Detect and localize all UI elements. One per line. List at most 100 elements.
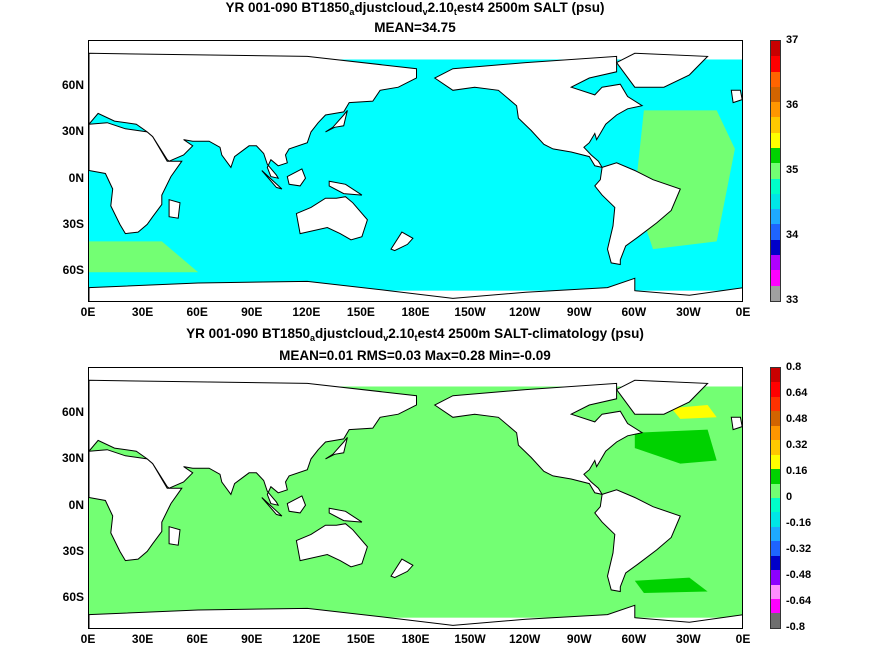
land-sumatra (261, 497, 283, 517)
colorbar-segment (771, 497, 780, 513)
land-newguinea (328, 507, 363, 523)
lat-label: 60S (62, 263, 84, 278)
lon-label: 30E (131, 305, 154, 319)
colorbar-segment (771, 224, 780, 240)
land-samerica (594, 489, 681, 593)
lat-label: 60N (61, 405, 84, 420)
lon-label: 120W (508, 632, 541, 646)
lat-label: 0N (68, 497, 84, 512)
southern-region (89, 241, 199, 273)
lon-label: 90W (566, 632, 592, 646)
lon-label: 150W (454, 305, 486, 319)
colorbar-segment (771, 163, 780, 179)
land-antarctica (89, 604, 742, 628)
colorbar-segment (771, 193, 780, 210)
colorbar-label: 33 (786, 294, 799, 306)
colorbar-segment (771, 599, 780, 614)
north-atlantic-anomaly (671, 405, 717, 419)
colorbar-segment (771, 382, 780, 397)
colorbar-label: 0.8 (786, 361, 802, 373)
colorbar-segment (771, 239, 780, 255)
land-borneo (286, 495, 307, 514)
colorbar-label: -0.32 (786, 543, 812, 555)
land-britain (730, 416, 742, 431)
colorbar-segment (771, 541, 780, 556)
map-canvas (89, 379, 742, 628)
lon-label: 0E (80, 305, 96, 319)
colorbar-segment (771, 570, 780, 585)
colorbar-segment (771, 209, 780, 225)
colorbar-segment (771, 483, 780, 498)
lon-label: 30W (676, 305, 701, 319)
colorbar-segment (771, 178, 780, 194)
land-britain (730, 89, 742, 104)
land-borneo (286, 168, 307, 187)
colorbar-label: 0.16 (786, 465, 808, 477)
colorbar-label: -0.8 (786, 621, 805, 633)
colorbar-label: 36 (786, 99, 799, 111)
lon-label: 60E (186, 305, 208, 319)
colorbar-segment (771, 56, 780, 72)
lon-label: 0E (735, 305, 751, 319)
land-namerica (433, 55, 644, 169)
lon-label: 60E (186, 632, 208, 646)
lat-label: 30S (62, 216, 84, 231)
lat-label: 30N (61, 451, 84, 466)
lon-label: 120E (292, 305, 321, 319)
colorbar-label: 0.32 (786, 439, 808, 451)
land-madagascar (168, 199, 181, 219)
colorbar-segment (771, 396, 780, 412)
colorbar-segment (771, 584, 780, 599)
panel2-title: YR 001-090 BT1850adjustcloudv2.10test4 2… (186, 326, 644, 343)
land-australia (295, 523, 368, 568)
lat-label: 0N (68, 170, 84, 185)
colorbar-segment (771, 102, 780, 118)
land-australia (295, 196, 368, 241)
panel1-stats: MEAN=34.75 (374, 20, 456, 35)
land-greenland (615, 379, 709, 415)
lon-label: 180E (401, 305, 430, 319)
land-japan (325, 437, 348, 460)
colorbar-label: 35 (786, 164, 799, 176)
land-newguinea (328, 180, 363, 196)
colorbar-segment (771, 254, 780, 271)
land-eurasia (89, 379, 417, 506)
land-sumatra (261, 170, 283, 190)
panel2-stats: MEAN=0.01 RMS=0.03 Max=0.28 Min=-0.09 (279, 348, 551, 363)
land-antarctica (89, 277, 742, 301)
lon-label: 150E (346, 632, 375, 646)
lon-label: 90E (241, 305, 263, 319)
colorbar-label: 37 (786, 34, 799, 46)
map-canvas (89, 52, 742, 301)
panel1-map (88, 40, 743, 302)
land-samerica (594, 162, 681, 266)
panel2-colorbar (770, 367, 781, 629)
lon-label: 30E (131, 632, 154, 646)
colorbar-segment (771, 613, 780, 628)
panel1-colorbar (770, 40, 781, 302)
colorbar-segment (771, 440, 780, 455)
colorbar-segment (771, 512, 780, 527)
land-newzealand (390, 231, 414, 252)
lon-label: 30W (676, 632, 701, 646)
colorbar-segment (771, 41, 780, 57)
land-greenland (615, 52, 709, 88)
lat-label: 60S (62, 590, 84, 605)
colorbar-segment (771, 117, 780, 133)
lon-label: 150E (346, 305, 375, 319)
panel2-map (88, 367, 743, 629)
colorbar-segment (771, 368, 780, 383)
panel1-title: YR 001-090 BT1850adjustcloudv2.10test4 2… (225, 0, 605, 17)
lat-label: 30S (62, 543, 84, 558)
land-japan (325, 110, 348, 133)
lon-label: 150W (454, 632, 486, 646)
atlantic-anomaly (634, 429, 717, 464)
land-namerica (433, 382, 644, 496)
land-newzealand (390, 558, 414, 579)
south-atlantic-anomaly (634, 577, 708, 593)
colorbar-segment (771, 132, 780, 148)
colorbar-segment (771, 270, 780, 286)
colorbar-label: -0.64 (786, 595, 812, 607)
lon-label: 0E (735, 632, 751, 646)
colorbar-segment (771, 469, 780, 484)
